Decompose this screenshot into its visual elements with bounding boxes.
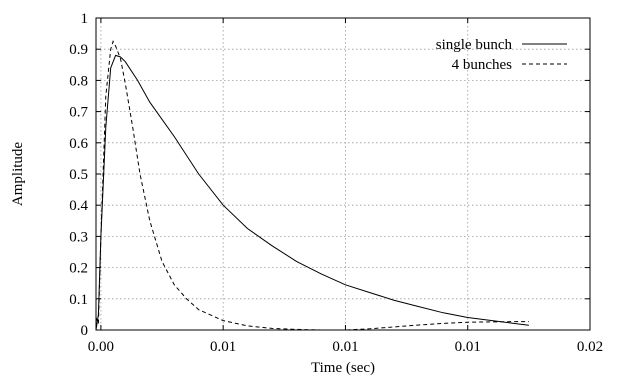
y-tick-label: 0.6 xyxy=(69,136,88,152)
y-tick-labels: 0 0.1 0.2 0.3 0.4 0.5 0.6 0.7 0.8 0.9 1 xyxy=(69,11,88,339)
series-line-4-bunches xyxy=(95,40,529,331)
y-tick-label: 0.1 xyxy=(69,292,88,308)
x-tick-label: 0.02 xyxy=(577,339,603,355)
y-axis-label: Amplitude xyxy=(10,142,26,207)
x-tick-label: 0.01 xyxy=(210,339,236,355)
x-tick-label: 0.01 xyxy=(332,339,358,355)
series-layer xyxy=(95,40,529,331)
legend-label-4-bunches: 4 bunches xyxy=(452,57,513,73)
y-tick-label: 0.3 xyxy=(69,229,88,245)
x-tick-label: 0.00 xyxy=(88,339,114,355)
x-tick-label: 0.01 xyxy=(455,339,481,355)
y-tick-label: 0.9 xyxy=(69,42,88,58)
y-tick-label: 0.4 xyxy=(69,198,88,214)
x-tick-labels: 0.00 0.01 0.01 0.01 0.02 xyxy=(88,339,603,355)
legend: single bunch 4 bunches xyxy=(436,37,567,73)
x-axis-label: Time (sec) xyxy=(311,360,375,376)
y-tick-label: 0.5 xyxy=(69,167,88,183)
legend-label-single-bunch: single bunch xyxy=(436,37,513,53)
y-tick-label: 0 xyxy=(81,323,89,339)
y-tick-label: 1 xyxy=(81,11,89,27)
y-tick-label: 0.7 xyxy=(69,105,88,121)
y-tick-label: 0.2 xyxy=(69,261,88,277)
series-line-single-bunch xyxy=(95,54,529,331)
axis-ticks xyxy=(96,17,591,331)
y-tick-label: 0.8 xyxy=(69,73,88,89)
